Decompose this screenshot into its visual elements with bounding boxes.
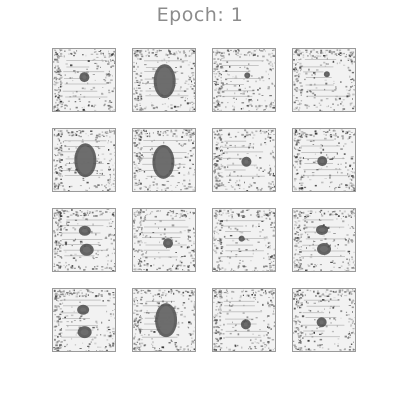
noise-image (293, 289, 355, 351)
noise-image (133, 49, 195, 111)
generated-sample-tile (292, 128, 356, 192)
generated-sample-tile (292, 208, 356, 272)
generated-sample-tile (132, 288, 196, 352)
noise-image (293, 49, 355, 111)
figure-title: Epoch: 1 (156, 4, 244, 26)
noise-image (133, 209, 195, 271)
noise-image (213, 209, 275, 271)
noise-image (133, 289, 195, 351)
generated-sample-tile (292, 288, 356, 352)
noise-image (293, 129, 355, 191)
generated-sample-tile (52, 128, 116, 192)
noise-image (53, 289, 115, 351)
generated-sample-tile (212, 208, 276, 272)
noise-image (213, 49, 275, 111)
generated-sample-tile (52, 288, 116, 352)
noise-image (133, 129, 195, 191)
noise-image (293, 209, 355, 271)
generated-sample-tile (212, 288, 276, 352)
sample-grid (52, 48, 358, 354)
generated-sample-tile (132, 208, 196, 272)
noise-image (53, 209, 115, 271)
noise-image (213, 129, 275, 191)
generated-sample-tile (212, 48, 276, 112)
generated-sample-tile (292, 48, 356, 112)
noise-image (53, 49, 115, 111)
noise-image (213, 289, 275, 351)
noise-image (53, 129, 115, 191)
generated-sample-tile (212, 128, 276, 192)
generated-sample-tile (132, 48, 196, 112)
generated-sample-tile (52, 48, 116, 112)
generated-sample-tile (132, 128, 196, 192)
generated-sample-tile (52, 208, 116, 272)
